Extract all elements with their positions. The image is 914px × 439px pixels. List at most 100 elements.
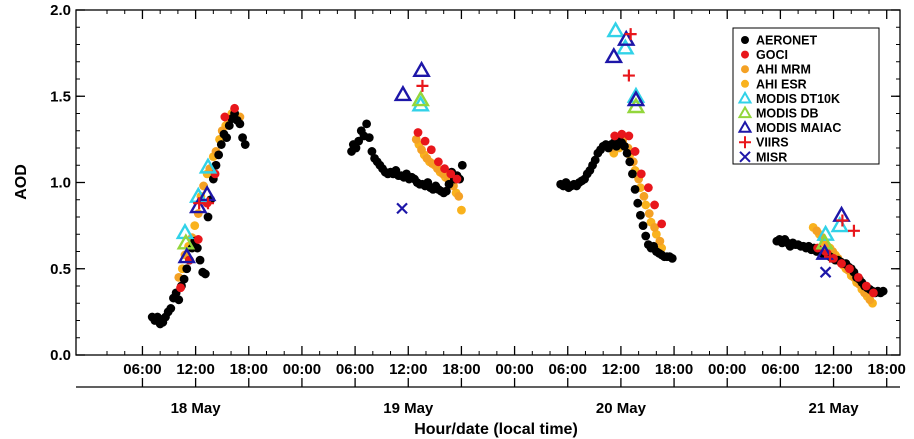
aeronet-point [222,133,232,143]
date-label: 19 May [383,400,434,417]
aeronet-point [667,254,677,263]
aeronet-point [635,210,645,220]
legend-swatch [739,136,751,149]
aeronet-point [200,269,210,279]
aeronet-point [166,304,176,313]
aeronet-point [203,212,213,222]
legend-item-misr: MISR [739,150,787,164]
aeronet-point [192,243,202,253]
legend-item-modis-dt10k: MODIS DT10K [737,90,840,106]
legend-swatch [741,65,749,74]
legend-box [732,27,880,165]
x-tick-label: 00:00 [708,361,746,378]
legend-label: MODIS DB [756,107,819,121]
ahi-mrm-point [193,209,203,218]
x-tick-label: 12:00 [389,361,427,378]
goci-point [643,183,653,193]
goci-point [636,169,646,179]
aeronet-point [179,274,189,284]
modis-maiac-point [393,84,413,102]
goci-point [220,112,230,122]
goci-point [853,272,863,282]
legend-swatch [739,151,751,163]
y-tick-label: 1.0 [50,175,71,192]
x-axis-title: Hour/date (local time) [414,421,578,438]
viirs-point [847,224,860,237]
aeronet-point [214,150,224,160]
aeronet-point [641,231,651,241]
x-tick-label: 18:00 [655,361,693,378]
x-tick-label: 12:00 [814,361,852,378]
y-tick-label: 0.0 [50,347,71,364]
modis-dt10k-point [816,224,835,241]
x-tick-label: 12:00 [176,361,214,378]
viirs-point [622,69,635,82]
modis-dt10k-point [616,38,635,55]
modis-db-point [411,90,430,107]
ahi-mrm-point [865,295,875,305]
aeronet-point [364,133,374,143]
legend-item-goci: GOCI [741,48,788,62]
aeronet-point [174,295,184,305]
aeronet-point [182,264,192,274]
ahi-esr-point [641,200,651,210]
goci-point [845,264,854,274]
ahi-mrm-point [411,134,421,144]
modis-maiac-point [604,46,624,64]
x-tick-label: 18:00 [230,361,268,378]
modis-maiac-point [177,247,197,264]
legend-label: VIIRS [756,136,789,150]
aeronet-point [211,160,221,170]
ticks: 0.0 0.5 1.0 1.5 2.0 06:00 12:00 18:00 00:00 06:00… [50,2,906,417]
goci-point [452,174,462,184]
aeronet-point [441,186,451,196]
data-marks [147,21,888,329]
goci-point [617,129,627,139]
aeronet-point [367,147,377,156]
misr-point [819,266,832,278]
legend-label: MODIS MAIAC [756,121,841,135]
goci-point [426,145,436,155]
aeronet-point [622,148,632,158]
ahi-mrm-point [417,145,426,155]
x-tick-label: 06:00 [123,361,161,378]
aeronet-point [620,141,629,151]
ahi-mrm-point [644,209,654,218]
ahi-mrm-point [650,222,659,232]
modis-maiac-point [412,60,431,77]
legend-label: AHI ESR [756,77,807,91]
misr-point [396,202,408,215]
aeronet-point [638,221,648,231]
goci-point [869,288,878,298]
goci-point [624,131,634,141]
goci-point [861,281,871,291]
legend-item-viirs: VIIRS [739,136,789,150]
goci-point [433,157,443,167]
goci-point [610,131,620,141]
aeronet-point [625,157,635,167]
aeronet-point [235,119,245,129]
legend-label: MODIS DT10K [756,92,840,106]
viirs-point [624,28,637,41]
aeronet-point [240,140,250,149]
legend-item-modis-maiac: MODIS MAIAC [737,120,841,135]
aeronet-point [195,255,205,265]
x-tick-label: 06:00 [336,361,374,378]
ahi-esr-point [457,205,466,215]
legend-item-ahi-esr: AHI ESR [741,77,807,91]
goci-point [420,136,430,146]
y-tick-label: 2.0 [50,2,71,19]
ahi-esr-point [651,229,661,239]
series-aeronet [147,109,888,329]
series-misr [396,202,832,278]
modis-dt10k-point [606,21,625,38]
ahi-mrm-point [655,236,665,246]
legend-label: AERONET [756,34,817,48]
goci-point [176,283,185,293]
aeronet-point [457,160,467,170]
aeronet-point [878,286,888,296]
goci-point [650,200,659,210]
legend-item-modis-db: MODIS DB [737,105,819,121]
x-tick-label: 12:00 [602,361,640,378]
